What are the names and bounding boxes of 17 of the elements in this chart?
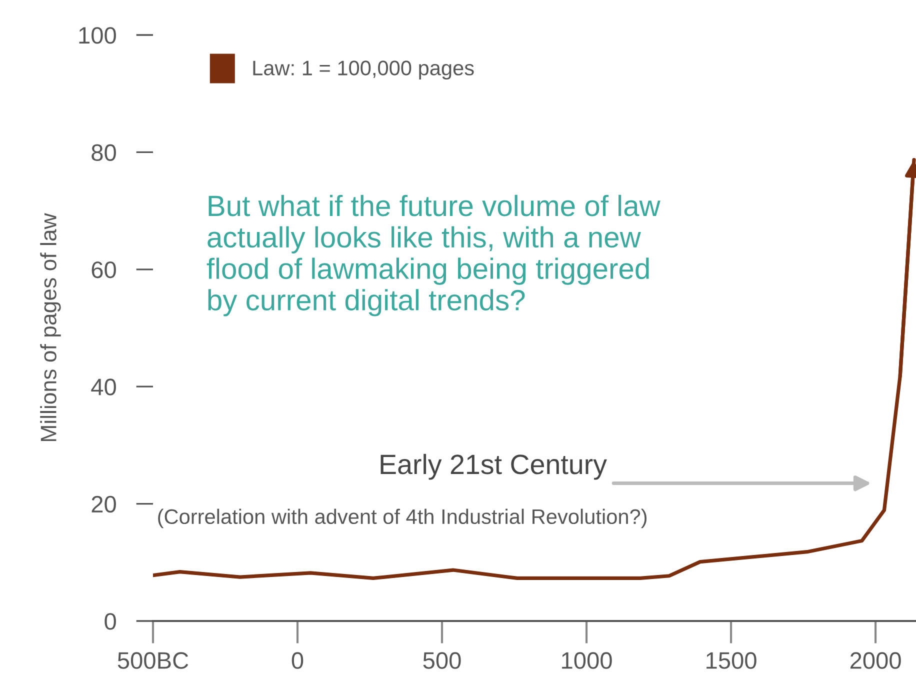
- y-tick-label: 40: [91, 378, 116, 396]
- x-tick-label: 2000: [850, 652, 901, 669]
- y-tick-label: 100: [79, 27, 116, 44]
- legend-label: Law: 1 = 100,000 pages: [253, 60, 474, 80]
- annotation: Early 21st Century: [380, 454, 607, 480]
- x-tick-label: 500: [423, 652, 461, 669]
- x-tick-label: 500BC: [118, 652, 188, 669]
- y-tick-label: 20: [92, 496, 116, 513]
- annotation: But what if the future volume of law actually looks like this, with a new flood of lawmaking being triggered by current digital trends?: [206, 194, 660, 316]
- y-tick-label: 60: [92, 261, 116, 278]
- x-tick-label: 1500: [706, 652, 756, 669]
- y-tick-label: 80: [92, 144, 116, 161]
- annotation: (Correlation with advent of 4th Industrial Revolution?): [158, 508, 647, 528]
- x-tick-label: 1000: [562, 652, 612, 669]
- y-axis-title: Millions of pages of law: [40, 213, 61, 442]
- x-tick-label: 0: [292, 652, 304, 669]
- y-tick-label: 0: [104, 613, 116, 630]
